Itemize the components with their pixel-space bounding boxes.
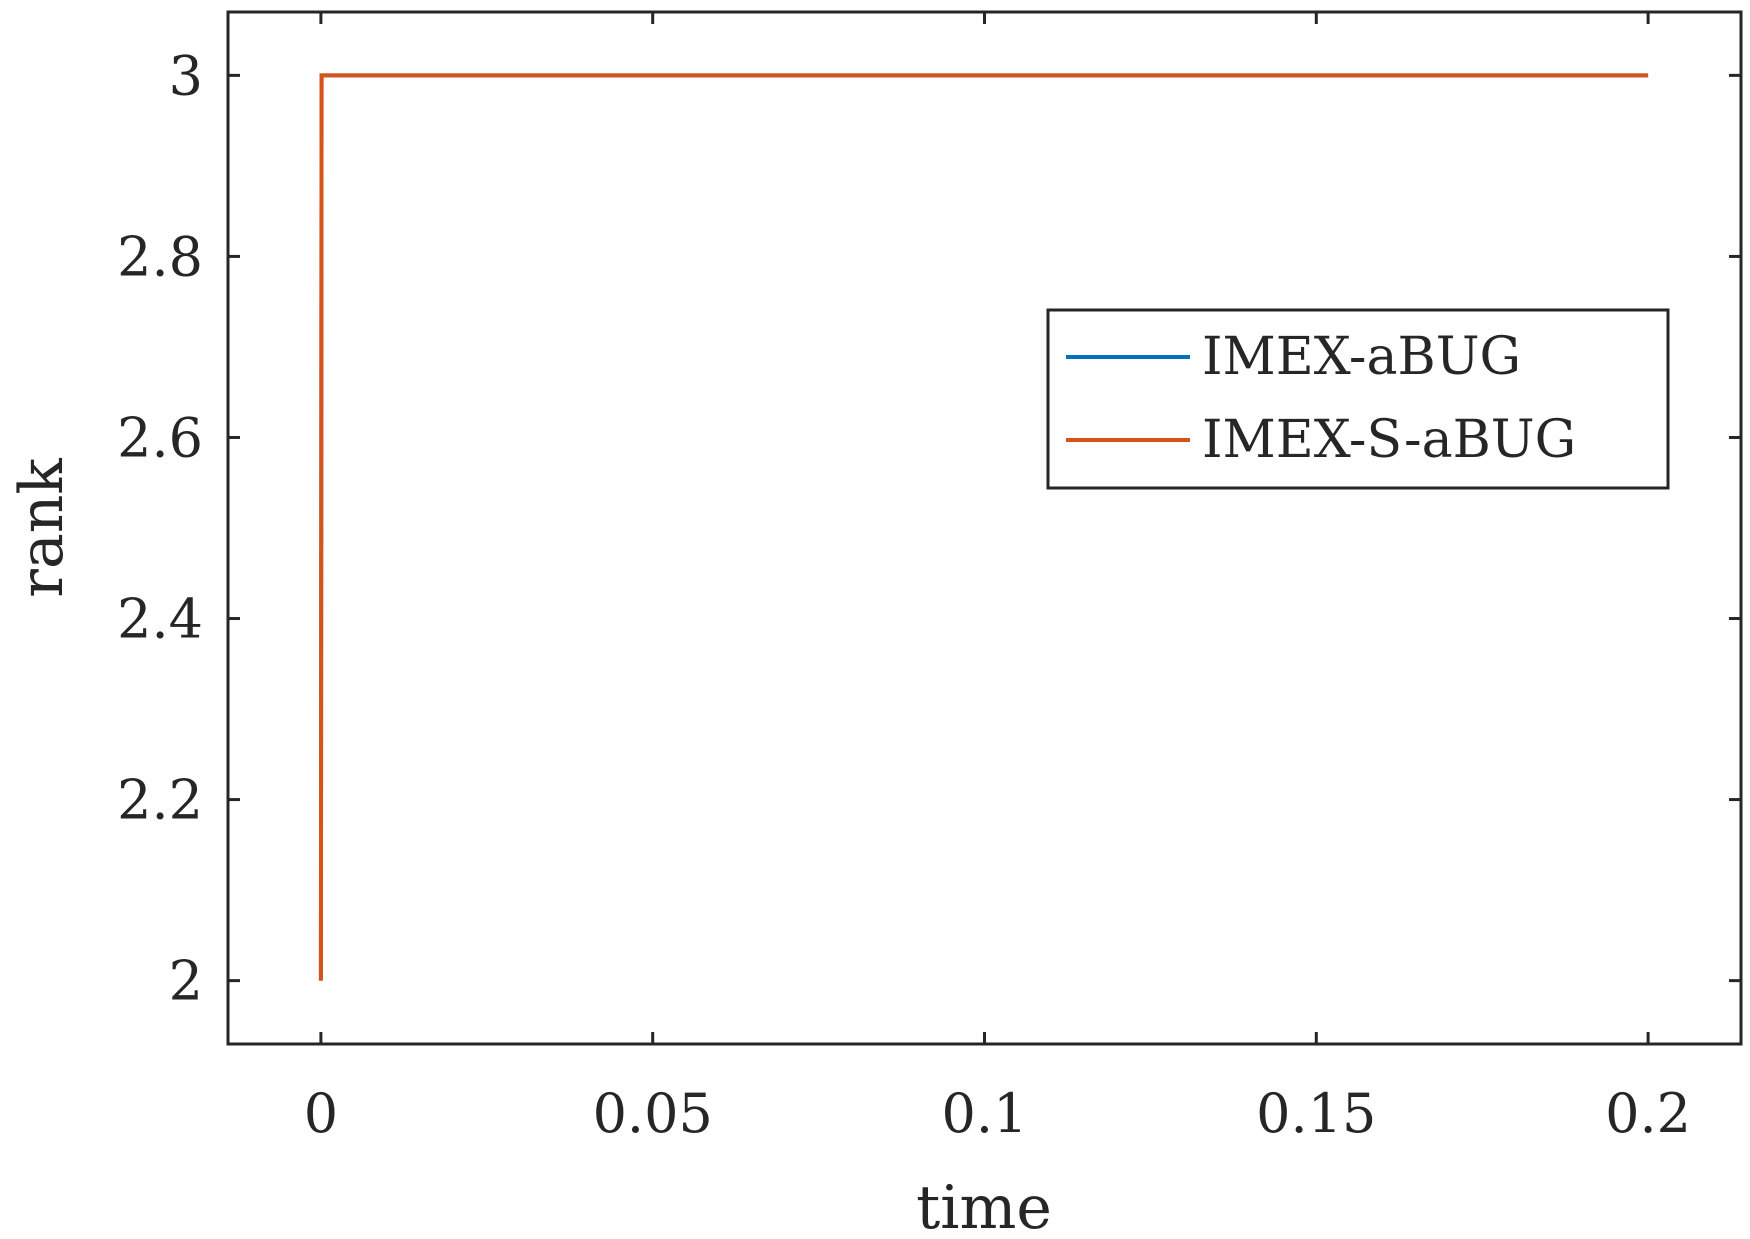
x-tick-label: 0.2 xyxy=(1605,1082,1691,1145)
y-axis-label: rank xyxy=(7,458,77,598)
tick-layer: 0 0.05 0.1 0.15 0.2 2 2.2 2.4 2.6 2.8 3 xyxy=(117,12,1741,1145)
y-tick-label: 2.8 xyxy=(117,225,203,288)
y-tick-label: 2.4 xyxy=(117,588,203,651)
legend-box xyxy=(1046,308,1670,490)
y-tick-label: 2.6 xyxy=(117,406,203,469)
x-axis-label: time xyxy=(916,1173,1052,1239)
legend-label-imex-abug: IMEX-aBUG xyxy=(1202,327,1521,387)
legend: IMEX-aBUG IMEX-S-aBUG xyxy=(1046,308,1670,490)
series-layer xyxy=(318,73,1649,981)
y-tick-label: 2.2 xyxy=(117,769,203,832)
legend-label-imex-s-abug: IMEX-S-aBUG xyxy=(1202,410,1576,470)
x-tick-label: 0 xyxy=(304,1082,338,1145)
plot-area xyxy=(228,12,1741,1044)
x-tick-label: 0.1 xyxy=(942,1082,1028,1145)
series-line-imex-s-abug xyxy=(318,73,1649,981)
x-tick-label: 0.05 xyxy=(593,1082,713,1145)
y-tick-label: 3 xyxy=(169,44,203,107)
x-tick-label: 0.15 xyxy=(1256,1082,1376,1145)
y-tick-label: 2 xyxy=(169,950,203,1013)
